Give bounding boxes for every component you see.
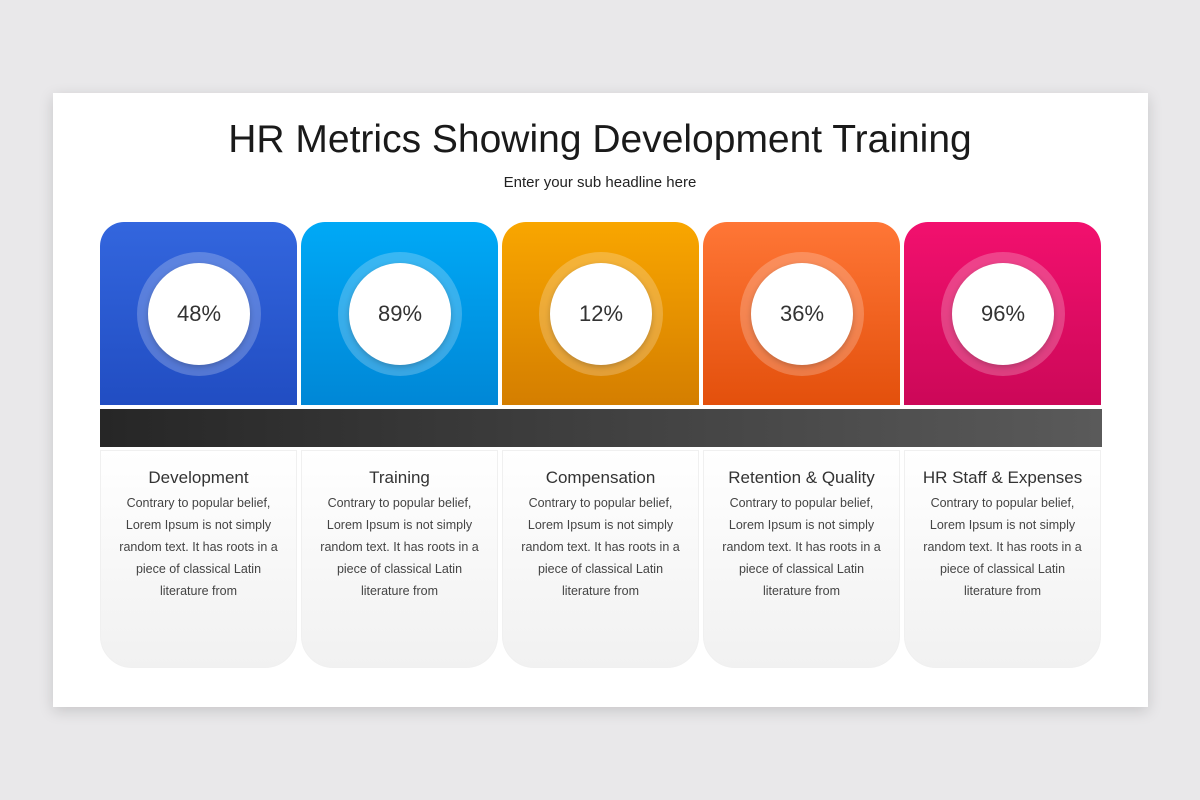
percent-ring: 12%: [539, 252, 663, 376]
percent-value: 48%: [148, 263, 250, 365]
metric-card-body: Training Contrary to popular belief, Lor…: [301, 450, 498, 668]
percent-ring: 36%: [740, 252, 864, 376]
metric-card-body: Development Contrary to popular belief, …: [100, 450, 297, 668]
metric-card-header: 89%: [301, 222, 498, 405]
metric-description: Contrary to popular belief, Lorem Ipsum …: [722, 496, 881, 598]
metric-card-body: HR Staff & Expenses Contrary to popular …: [904, 450, 1101, 668]
metric-card-header: 48%: [100, 222, 297, 405]
metric-card: 48% Development Contrary to popular beli…: [100, 222, 297, 668]
percent-value: 12%: [550, 263, 652, 365]
page-subtitle: Enter your sub headline here: [503, 174, 697, 191]
metric-card: 12% Compensation Contrary to popular bel…: [502, 222, 699, 668]
metric-card-body: Retention & Quality Contrary to popular …: [703, 450, 900, 668]
page-title: HR Metrics Showing Development Training: [228, 118, 972, 161]
metric-heading: Training: [369, 468, 430, 487]
metric-description: Contrary to popular belief, Lorem Ipsum …: [521, 496, 680, 598]
metric-card-header: 36%: [703, 222, 900, 405]
metric-card-header: 12%: [502, 222, 699, 405]
percent-value: 36%: [751, 263, 853, 365]
metric-card-body: Compensation Contrary to popular belief,…: [502, 450, 699, 668]
percent-ring: 48%: [137, 252, 261, 376]
metric-card-header: 96%: [904, 222, 1101, 405]
metric-heading: HR Staff & Expenses: [922, 468, 1083, 487]
divider-bar: [100, 409, 1102, 447]
metric-description: Contrary to popular belief, Lorem Ipsum …: [320, 496, 479, 598]
metric-card: 36% Retention & Quality Contrary to popu…: [703, 222, 900, 668]
metric-description: Contrary to popular belief, Lorem Ipsum …: [119, 496, 278, 598]
metric-card: 89% Training Contrary to popular belief,…: [301, 222, 498, 668]
percent-ring: 89%: [338, 252, 462, 376]
percent-ring: 96%: [941, 252, 1065, 376]
percent-value: 96%: [952, 263, 1054, 365]
metric-description: Contrary to popular belief, Lorem Ipsum …: [923, 496, 1082, 598]
percent-value: 89%: [349, 263, 451, 365]
metric-heading: Retention & Quality: [728, 468, 875, 487]
metric-card: 96% HR Staff & Expenses Contrary to popu…: [904, 222, 1101, 668]
metric-heading: Development: [148, 468, 249, 487]
metric-heading: Compensation: [545, 468, 656, 487]
